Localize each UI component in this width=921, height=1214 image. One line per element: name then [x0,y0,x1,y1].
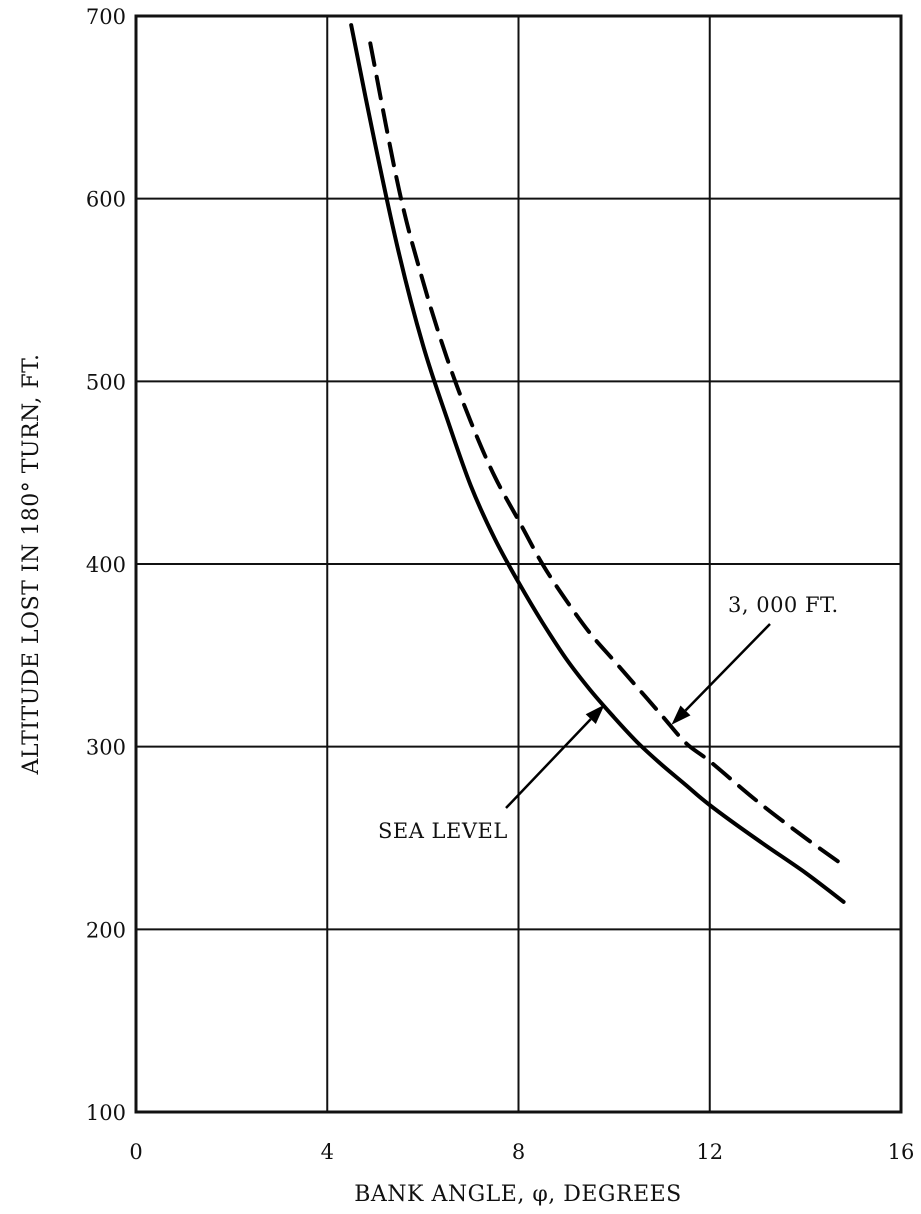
y-tick-label: 600 [86,188,126,212]
x-tick-label: 4 [321,1140,334,1164]
y-tick-label: 700 [86,5,126,29]
y-tick-label: 500 [86,370,126,394]
line-3000-ft [368,41,846,868]
y-tick-label: 100 [86,1101,126,1125]
x-tick-label: 12 [696,1140,723,1164]
arrow-head-icon [671,705,691,725]
x-tick-label: 16 [888,1140,915,1164]
x-tick-label: 8 [512,1140,525,1164]
sea-level-line [349,23,846,904]
series-group [349,23,846,904]
label-3000-ft: 3, 000 FT. [728,593,839,617]
arrow-head-icon [585,704,605,724]
y-tick-label: 400 [86,553,126,577]
annotation-arrow [505,718,592,809]
grid [136,16,901,1112]
annotations: SEA LEVEL 3, 000 FT. [378,593,839,843]
sea-level-label: SEA LEVEL [378,819,508,843]
x-axis-title: BANK ANGLE, φ, DEGREES [354,1182,682,1207]
plot-frame [134,14,903,1114]
x-tick-label: 0 [129,1140,142,1164]
annotation-arrow [684,623,771,712]
tick-labels: 0 4 8 12 16 100 200 300 400 500 600 700 [86,5,914,1164]
y-tick-label: 300 [86,736,126,760]
y-tick-label: 200 [86,918,126,942]
y-axis-title: ALTITUDE LOST IN 180° TURN, FT. [19,353,44,775]
